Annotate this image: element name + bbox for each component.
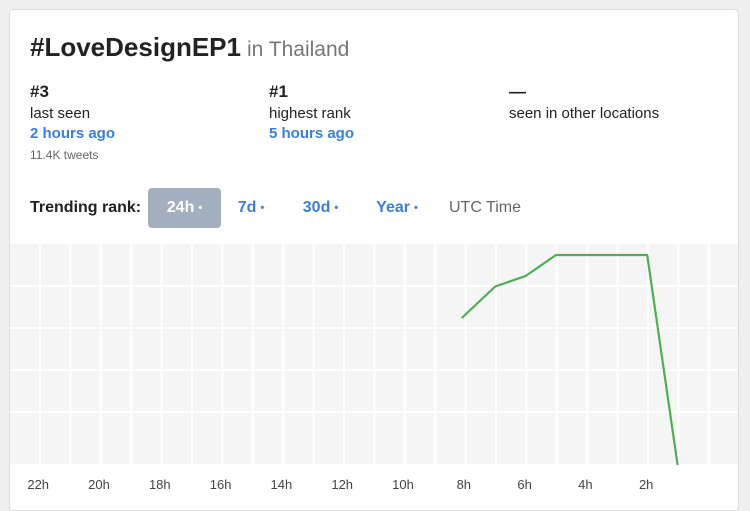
tweet-count: 11.4K tweets [30,148,99,162]
stat-rank-value: — [509,82,526,101]
stat-rank-value: #3 [30,82,49,101]
x-tick-label: 8h [457,477,471,492]
page-title: #LoveDesignEP1 in Thailand [30,32,349,63]
x-tick-label: 4h [578,477,592,492]
stat-highest-rank: #1 highest rank 5 hours ago [269,82,489,143]
range-tab-year[interactable]: Year • [362,188,432,228]
stat-label: seen in other locations [509,105,660,122]
dot-icon: • [334,202,339,214]
stat-rank-value: #1 [269,82,288,101]
stat-time-link[interactable]: 2 hours ago [30,125,116,142]
trending-rank-label: Trending rank: [30,199,142,216]
x-tick-label: 16h [210,477,232,492]
dot-icon: • [198,202,203,214]
stat-label: highest rank [269,105,351,122]
rank-series-line [461,253,679,466]
range-tab-7d[interactable]: 7d • [226,188,276,228]
trend-card: #LoveDesignEP1 in Thailand #3 last seen 2… [9,9,739,511]
trending-rank-bar: Trending rank: 24h • 7d • 30d • Year • UTC T… [30,188,730,228]
x-tick-label: 20h [88,477,110,492]
rank-chart: 22h 20h 18h 16h 14h 12h 10h 8h 6h 4h 2h [10,244,738,492]
location-label: in Thailand [246,38,350,61]
x-tick-label: 12h [331,477,353,492]
range-label: Year [376,199,410,216]
stat-time-link[interactable]: 5 hours ago [269,125,355,142]
range-label: 7d [237,199,257,216]
x-tick-label: 10h [392,477,414,492]
stat-last-seen: #3 last seen 2 hours ago 11.4K tweets [30,82,250,162]
x-tick-label: 2h [639,477,653,492]
range-tab-24h[interactable]: 24h • [148,188,221,228]
x-tick-label: 18h [149,477,171,492]
stat-label: last seen [30,105,91,122]
range-label: 30d [302,199,331,216]
x-tick-label: 6h [517,477,531,492]
x-tick-label: 22h [27,477,49,492]
dot-icon: • [413,202,418,214]
range-label: 24h [166,199,195,216]
dot-icon: • [260,202,265,214]
stat-other-locations: — seen in other locations [509,82,729,125]
range-tab-30d[interactable]: 30d • [289,188,352,228]
hashtag-title: #LoveDesignEP1 [30,32,241,62]
timezone-label: UTC Time [449,199,521,216]
x-tick-label: 14h [271,477,293,492]
